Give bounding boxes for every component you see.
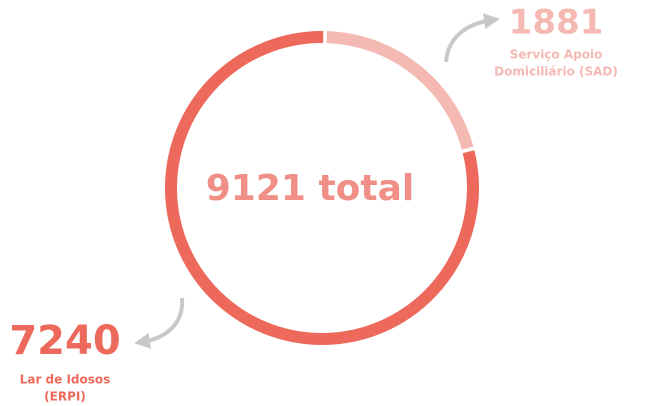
category-label: (ERPI) (44, 390, 86, 404)
category-label: Lar de Idosos (20, 373, 111, 387)
donut-segment (165, 31, 479, 345)
arrow (444, 13, 500, 63)
category-label: Domiciliário (SAD) (494, 65, 618, 79)
total-suffix: total (318, 168, 414, 209)
value-label: 7240 (9, 318, 120, 364)
arrow (134, 297, 185, 349)
category-label: Serviço Apoio (510, 48, 603, 62)
center-label: 9121 total (206, 168, 415, 209)
donut (165, 31, 479, 345)
donut-segment (326, 31, 474, 150)
value-label: 1881 (509, 3, 604, 43)
total-value: 9121 (206, 168, 306, 209)
